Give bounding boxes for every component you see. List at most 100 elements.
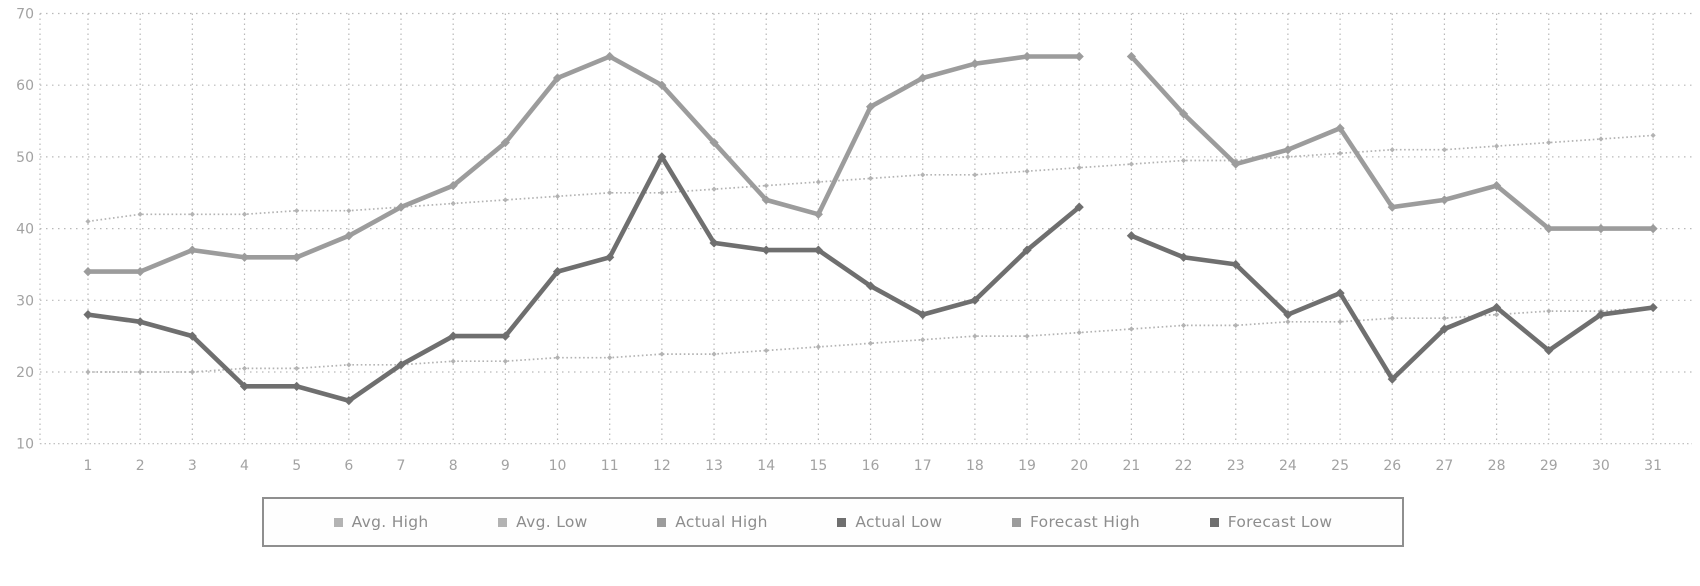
chart-legend: Avg. High Avg. Low Actual High Actual Lo… bbox=[262, 497, 1404, 547]
series-actual-low-marker bbox=[292, 381, 302, 391]
y-axis-label: 10 bbox=[16, 437, 34, 453]
series-avg-high-marker bbox=[711, 186, 717, 192]
series-forecast-low-marker bbox=[1491, 302, 1502, 313]
series-avg-low-marker bbox=[920, 337, 926, 343]
series-avg-low bbox=[85, 304, 1656, 375]
series-forecast-high-marker bbox=[1596, 224, 1606, 234]
series-forecast-low-marker bbox=[1439, 324, 1450, 334]
x-axis-label: 13 bbox=[705, 458, 723, 474]
series-forecast-low-marker bbox=[1596, 310, 1606, 320]
series-avg-high-marker bbox=[346, 208, 352, 214]
x-axis-label: 22 bbox=[1175, 458, 1193, 474]
x-axis-label: 31 bbox=[1644, 458, 1662, 474]
series-actual-low-marker bbox=[709, 238, 719, 248]
series-actual-high-marker bbox=[187, 245, 197, 255]
series-avg-high-marker bbox=[241, 211, 248, 217]
series-avg-low-marker bbox=[85, 369, 91, 375]
actual-high-swatch-icon bbox=[657, 517, 667, 527]
series-avg-low-marker bbox=[1337, 319, 1343, 325]
series-actual-low-marker bbox=[83, 310, 93, 320]
x-axis-label: 15 bbox=[809, 458, 827, 474]
legend-label: Avg. High bbox=[351, 513, 429, 531]
series-avg-low-marker bbox=[450, 358, 456, 364]
series-actual-low-marker bbox=[135, 317, 145, 327]
x-axis-label: 29 bbox=[1540, 458, 1558, 474]
series-avg-low-marker bbox=[1233, 322, 1239, 328]
series-actual-low-marker bbox=[396, 360, 406, 370]
y-axis-label: 70 bbox=[16, 7, 34, 23]
series-avg-low-marker bbox=[554, 355, 561, 361]
x-axis-label: 3 bbox=[188, 458, 197, 474]
legend-label: Avg. Low bbox=[516, 513, 588, 531]
series-avg-high-marker bbox=[502, 197, 508, 203]
series-forecast-high-marker bbox=[1387, 202, 1397, 212]
legend-label: Actual Low bbox=[855, 513, 943, 531]
series-actual-high-marker bbox=[552, 73, 563, 83]
legend-item-avg-low: Avg. Low bbox=[498, 513, 587, 531]
x-axis-label: 7 bbox=[397, 458, 406, 474]
series-forecast-low-marker bbox=[1126, 231, 1136, 241]
series-avg-low-marker bbox=[972, 333, 978, 339]
series-actual-low-marker bbox=[657, 152, 667, 162]
series-actual-low-marker bbox=[970, 295, 980, 305]
series-avg-high-marker bbox=[450, 200, 456, 207]
series-forecast-low-marker bbox=[1178, 252, 1189, 262]
series-forecast-high-marker bbox=[1439, 195, 1450, 205]
x-axis-label: 23 bbox=[1227, 458, 1245, 474]
forecast-high-swatch-icon bbox=[1012, 517, 1022, 527]
series-actual-high-line bbox=[88, 53, 1080, 274]
series-avg-low-marker bbox=[1180, 322, 1187, 328]
series-avg-high-marker bbox=[607, 190, 613, 196]
series-forecast-high-marker bbox=[1283, 145, 1293, 155]
series-avg-low-marker bbox=[659, 351, 665, 357]
series-forecast-high-marker bbox=[1231, 159, 1241, 169]
series-forecast-high-marker bbox=[1491, 180, 1502, 191]
legend-label: Actual High bbox=[675, 513, 768, 531]
series-actual-high-marker bbox=[657, 80, 667, 90]
series-forecast-low-marker bbox=[1231, 259, 1241, 270]
x-axis-label: 21 bbox=[1122, 458, 1140, 474]
series-avg-high-marker bbox=[85, 218, 91, 225]
series-avg-high-marker bbox=[1076, 165, 1082, 171]
series-actual-high-marker bbox=[918, 73, 928, 83]
x-axis-label: 2 bbox=[136, 458, 145, 474]
series-avg-high-marker bbox=[189, 211, 195, 217]
legend-label: Forecast High bbox=[1030, 513, 1141, 531]
x-axis-label: 9 bbox=[501, 458, 510, 474]
series-avg-high-marker bbox=[1285, 154, 1291, 160]
series-actual-low-marker bbox=[813, 245, 823, 255]
series-forecast-low-line bbox=[1130, 233, 1654, 383]
grid-lines bbox=[39, 12, 1692, 445]
series-avg-low-marker bbox=[815, 344, 821, 350]
series-avg-high-marker bbox=[1546, 139, 1552, 146]
series-actual-high-marker bbox=[344, 231, 354, 241]
series-avg-low-marker bbox=[346, 362, 352, 368]
y-axis-label: 20 bbox=[16, 365, 34, 381]
x-axis-label: 17 bbox=[914, 458, 932, 474]
y-axis-labels: 10 20 30 40 50 60 70 bbox=[16, 7, 34, 453]
avg-low-swatch-icon bbox=[498, 517, 508, 527]
series-actual-low-marker bbox=[344, 396, 354, 406]
series-avg-high-marker bbox=[1650, 132, 1656, 138]
series-avg-low-marker bbox=[607, 355, 613, 361]
series-avg-low-marker bbox=[867, 340, 874, 346]
series-forecast-low-marker bbox=[1544, 345, 1554, 356]
series-avg-low-marker bbox=[1389, 315, 1395, 321]
series-actual-low-marker bbox=[865, 281, 876, 291]
series-actual-high-marker bbox=[135, 267, 145, 277]
series-avg-low-marker bbox=[502, 358, 508, 364]
series-actual-low-marker bbox=[918, 310, 928, 320]
series-actual-low-marker bbox=[605, 252, 615, 262]
x-axis-label: 19 bbox=[1018, 458, 1036, 474]
y-axis-label: 50 bbox=[16, 150, 34, 166]
series-actual-low bbox=[83, 152, 1084, 406]
series-avg-low-marker bbox=[1546, 308, 1552, 314]
series-actual-low-marker bbox=[448, 331, 458, 341]
x-axis-label: 8 bbox=[449, 458, 458, 474]
series-actual-high-marker bbox=[500, 137, 510, 148]
series-avg-low-marker bbox=[711, 351, 717, 357]
series-actual-high-marker bbox=[292, 252, 302, 262]
series-avg-high-marker bbox=[1337, 150, 1343, 156]
series-actual-high-marker bbox=[1074, 51, 1084, 62]
series-avg-high-marker bbox=[1128, 161, 1134, 167]
